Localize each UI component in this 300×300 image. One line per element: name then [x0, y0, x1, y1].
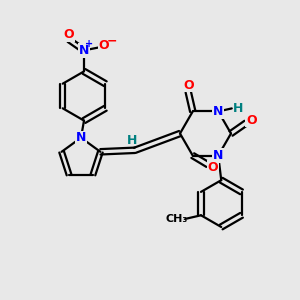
- Text: H: H: [127, 134, 137, 147]
- Text: CH₃: CH₃: [166, 214, 188, 224]
- Text: N: N: [79, 44, 89, 57]
- Text: +: +: [85, 39, 94, 49]
- Text: O: O: [183, 79, 194, 92]
- Text: N: N: [76, 131, 86, 144]
- Text: O: O: [64, 28, 74, 41]
- Text: N: N: [213, 105, 224, 118]
- Text: H: H: [233, 102, 244, 115]
- Text: −: −: [106, 34, 117, 47]
- Text: O: O: [246, 113, 257, 127]
- Text: N: N: [213, 149, 224, 162]
- Text: O: O: [98, 39, 109, 52]
- Text: O: O: [208, 161, 218, 174]
